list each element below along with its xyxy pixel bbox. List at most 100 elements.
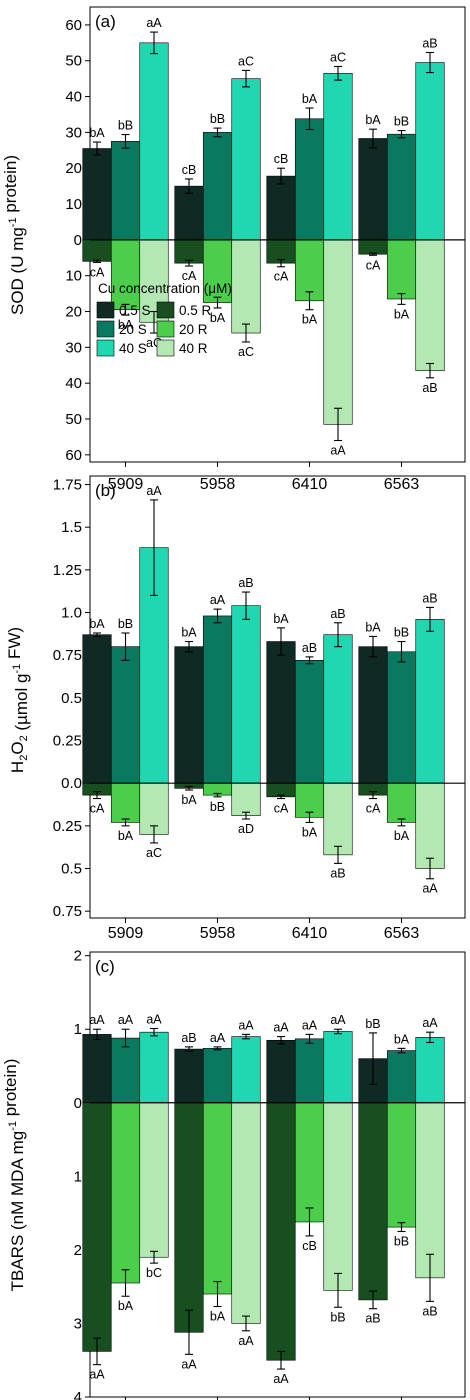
bar-20-S	[202, 615, 233, 784]
bar-label: bB	[394, 115, 409, 129]
error-bar	[426, 1253, 434, 1302]
bar-20-S	[386, 1050, 417, 1104]
bar-20-R	[386, 1102, 417, 1228]
bar-label: bA	[394, 1032, 410, 1046]
bar-20-S	[110, 646, 141, 784]
error-bar	[426, 606, 434, 632]
error-bar	[213, 127, 222, 138]
legend-swatch	[96, 339, 115, 357]
error-bar	[397, 130, 406, 139]
error-bar	[242, 591, 250, 620]
bar-40-R	[231, 239, 261, 334]
bar-label: bB	[118, 617, 133, 631]
x-tick-label: 6563	[384, 476, 420, 493]
bar-0.5-R	[358, 1102, 388, 1301]
y-tick-label: 60	[65, 447, 82, 464]
error-bar	[305, 1207, 314, 1237]
y-tick-label: 2	[74, 1242, 82, 1259]
bar-40-R	[415, 239, 445, 371]
bar-label: bB	[365, 1017, 380, 1031]
error-bar	[334, 1028, 342, 1035]
bar-label: aC	[238, 54, 254, 68]
bar-20-S	[294, 118, 325, 241]
bar-40-S	[323, 1031, 353, 1104]
error-bar	[369, 252, 377, 256]
error-bar	[397, 1047, 406, 1054]
bar-label: aB	[422, 37, 437, 51]
bar-label: cB	[302, 1239, 317, 1253]
bars	[82, 1027, 445, 1370]
bar-label: bA	[118, 1299, 134, 1313]
panel-tag: (b)	[95, 481, 116, 500]
error-bar	[277, 259, 285, 268]
bar-0.5-S	[174, 1048, 204, 1104]
error-bar	[93, 1028, 101, 1041]
error-bar	[277, 167, 285, 185]
error-bar	[213, 792, 222, 798]
bar-label: aA	[89, 1013, 105, 1027]
bar-labels: bA bA bA bA bB aA aB bB aA aB aB aB cA bA cA cA bA bB bA bA…	[89, 484, 438, 896]
error-bar	[150, 499, 158, 597]
bar-20-S	[294, 1038, 325, 1104]
error-bar	[426, 51, 434, 74]
bar-40-S	[415, 62, 445, 241]
bar-label: bC	[146, 1266, 162, 1280]
y-tick-label: 1.5	[61, 519, 82, 536]
y-axis-title: H2O2 (µmol g-1 FW)	[5, 627, 31, 773]
bar-40-S	[323, 634, 353, 784]
bars	[82, 31, 445, 442]
bar-label: bA	[302, 92, 318, 106]
bar-label: bA	[118, 829, 134, 843]
y-axis-title: TBARS (nM MDA mg-1 protein)	[1, 1059, 27, 1292]
error-bar	[121, 133, 130, 149]
bars	[82, 499, 445, 880]
error-bar	[305, 1033, 314, 1044]
bar-label: aB	[422, 591, 437, 605]
error-bar	[397, 640, 406, 663]
bar-label: bB	[210, 800, 225, 814]
bar-label: aB	[422, 1304, 437, 1318]
bar-label: aA	[302, 1018, 318, 1032]
error-bar	[397, 1222, 406, 1233]
bar-label: bA	[89, 617, 105, 631]
error-bar	[369, 791, 377, 800]
bar-label: aC	[330, 50, 346, 64]
bar-labels: aA aB aA bB aA aA aA bA aA aA aA aA aA aA aA aB bA bA cB bB…	[89, 1012, 438, 1386]
y-tick-label: 0.5	[61, 690, 82, 707]
error-bar	[277, 794, 285, 800]
bar-40-R	[415, 782, 445, 869]
x-tick-label: 5909	[108, 925, 144, 942]
y-axis-title: SOD (U mg-1 protein)	[1, 155, 27, 315]
error-bar	[369, 1290, 377, 1310]
y-tick-label: 40	[65, 89, 82, 106]
bar-40-S	[415, 619, 445, 784]
error-bar	[397, 293, 406, 305]
y-tick-label: 0.25	[53, 733, 82, 750]
bar-label: bB	[394, 1235, 409, 1249]
bar-40-S	[323, 72, 353, 241]
error-bar	[185, 640, 193, 653]
bar-40-R	[323, 1102, 353, 1291]
legend: Cu concentration (μM) 0.5 S 20 S 40 S 0.5 R 2…	[96, 281, 232, 357]
bar-label: bA	[210, 311, 226, 325]
bar-0.5-R	[266, 1102, 296, 1361]
error-bar	[121, 303, 130, 316]
y-tick-label: 2	[74, 948, 82, 965]
y-tick-label: 0	[74, 1095, 82, 1112]
bar-label: cA	[90, 265, 105, 279]
y-tick-label: 50	[65, 53, 82, 70]
bar-label: bA	[365, 620, 381, 634]
y-tick-label: 0	[74, 232, 82, 249]
y-tick-label: 0.25	[53, 818, 82, 835]
bar-label: aA	[422, 882, 438, 896]
error-bar	[93, 1337, 101, 1366]
bar-label: aA	[146, 1012, 162, 1026]
bar-label: aC	[238, 345, 254, 359]
bar-0.5-S	[266, 641, 296, 784]
error-bar	[93, 141, 101, 156]
bar-40-S	[139, 1031, 169, 1104]
error-bar	[242, 69, 250, 88]
bar-label: aA	[273, 1021, 289, 1035]
y-tick-label: 0.5	[61, 861, 82, 878]
bar-label: bA	[210, 1310, 226, 1324]
